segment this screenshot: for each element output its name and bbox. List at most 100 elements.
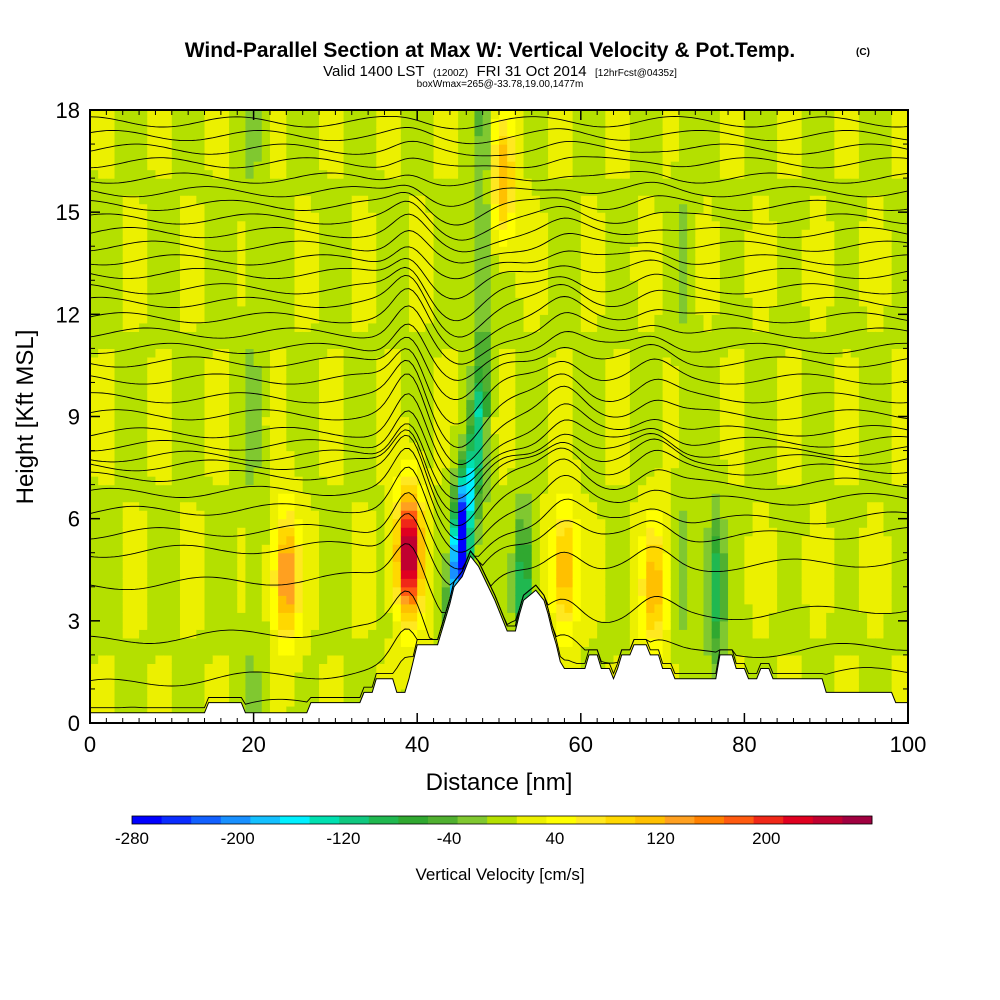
velocity-cell [98,203,107,213]
velocity-cell [343,314,353,324]
velocity-cell [188,612,197,622]
velocity-cell [368,433,377,443]
velocity-cell [605,390,615,401]
velocity-cell [539,237,549,247]
velocity-cell [621,220,631,230]
velocity-cell [499,178,508,188]
velocity-cell [237,552,247,562]
velocity-cell [449,467,459,477]
velocity-cell [155,195,165,205]
velocity-cell [368,493,377,503]
velocity-cell [449,501,459,511]
velocity-cell [319,339,328,349]
velocity-cell [335,459,345,469]
velocity-cell [588,399,598,409]
velocity-cell [409,220,418,230]
velocity-cell [539,390,549,401]
velocity-cell [605,254,615,264]
velocity-cell [646,620,656,630]
velocity-cell [319,680,328,690]
velocity-cell [351,356,361,367]
velocity-cell [580,212,590,222]
velocity-cell [163,501,173,511]
velocity-cell [392,450,402,460]
velocity-cell [490,169,500,179]
velocity-cell [229,518,238,528]
velocity-cell [564,339,574,349]
velocity-cell [130,612,140,622]
velocity-cell [98,595,107,605]
velocity-cell [343,433,353,443]
velocity-cell [171,535,181,545]
velocity-cell [261,459,271,469]
velocity-cell [220,569,230,579]
velocity-cell [359,586,369,596]
velocity-cell [245,612,255,622]
velocity-cell [220,305,230,315]
velocity-cell [343,220,353,230]
velocity-cell [580,161,590,171]
velocity-cell [629,569,639,579]
velocity-cell [417,399,426,409]
velocity-cell [605,135,615,145]
velocity-cell [147,603,157,613]
velocity-cell [130,459,140,469]
velocity-cell [188,322,197,332]
velocity-cell [220,271,230,281]
velocity-cell [466,161,476,171]
velocity-cell [130,663,140,673]
velocity-cell [384,612,394,622]
velocity-cell [572,331,582,341]
velocity-cell [130,169,140,179]
velocity-cell [384,305,394,315]
velocity-cell [155,305,165,315]
velocity-cell [458,118,467,128]
velocity-cell [441,331,451,341]
velocity-cell [294,254,304,264]
velocity-cell [286,603,296,613]
velocity-cell [278,476,287,486]
velocity-cell [269,697,279,707]
velocity-cell [490,484,500,494]
velocity-cell [253,127,263,137]
velocity-cell [122,229,132,239]
velocity-cell [343,203,353,213]
velocity-cell [171,620,181,630]
velocity-cell [319,195,328,205]
velocity-cell [539,305,549,315]
velocity-cell [90,578,99,588]
velocity-cell [147,459,157,469]
velocity-cell [98,433,107,443]
velocity-cell [531,390,541,401]
velocity-cell [302,484,312,494]
velocity-cell [253,637,263,647]
velocity-cell [597,382,606,392]
velocity-cell [384,161,394,171]
velocity-cell [188,254,197,264]
velocity-cell [253,356,263,367]
velocity-cell [278,280,287,290]
velocity-cell [114,654,124,664]
velocity-cell [335,680,345,690]
copyright-mark: (C) [856,47,870,58]
velocity-cell [548,237,557,247]
velocity-cell [253,663,263,673]
velocity-cell [204,578,214,588]
velocity-cell [114,510,124,520]
velocity-cell [629,476,639,486]
velocity-cell [90,118,99,128]
velocity-cell [163,459,173,469]
velocity-cell [171,229,181,239]
velocity-cell [449,118,459,128]
velocity-cell [122,442,132,452]
velocity-cell [359,127,369,137]
velocity-cell [515,178,525,188]
velocity-cell [278,331,287,341]
velocity-cell [515,595,525,605]
velocity-cell [449,237,459,247]
velocity-cell [212,356,222,367]
velocity-cell [229,365,238,375]
velocity-cell [253,561,263,571]
velocity-cell [392,612,402,622]
velocity-cell [482,305,492,315]
